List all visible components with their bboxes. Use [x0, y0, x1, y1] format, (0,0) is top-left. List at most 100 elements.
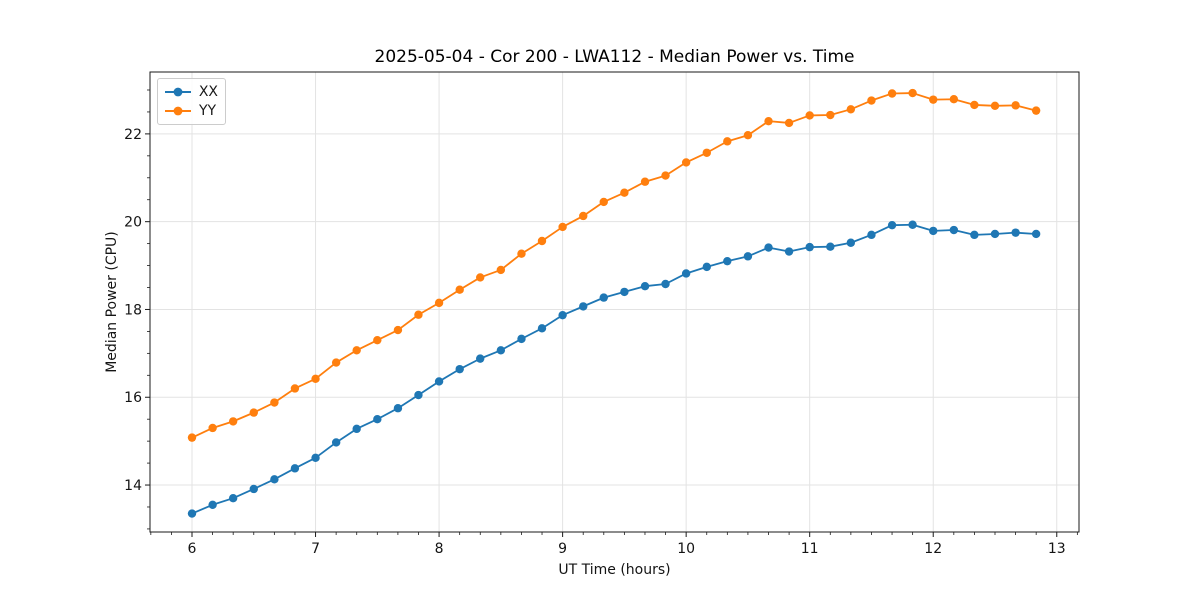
- data-point-yy: [929, 95, 938, 104]
- data-point-yy: [949, 95, 959, 104]
- data-point-yy: [434, 298, 444, 308]
- data-point-yy: [579, 211, 588, 221]
- x-tick-label: 10: [677, 541, 695, 557]
- data-point-yy: [826, 110, 835, 120]
- data-point-xx: [908, 220, 917, 229]
- x-axis-label: UT Time (hours): [558, 562, 671, 578]
- data-point-xx: [496, 346, 506, 355]
- data-point-yy: [393, 325, 403, 335]
- data-point-xx: [476, 354, 485, 363]
- data-point-xx: [887, 220, 897, 230]
- data-point-xx: [434, 377, 444, 386]
- data-point-yy: [681, 158, 691, 167]
- series-yy-line: [191, 92, 1038, 439]
- data-point-xx: [681, 269, 691, 278]
- data-point-yy: [805, 111, 814, 120]
- data-point-yy: [599, 197, 608, 207]
- data-point-xx: [517, 334, 526, 344]
- data-point-xx: [640, 281, 650, 291]
- data-point-yy: [290, 384, 300, 393]
- data-point-yy: [784, 118, 794, 128]
- data-point-xx: [764, 243, 773, 252]
- y-tick-label: 16: [124, 390, 142, 406]
- data-point-yy: [228, 417, 238, 426]
- series-layer: [187, 88, 1041, 518]
- data-point-yy: [476, 273, 485, 282]
- data-point-yy: [661, 171, 670, 180]
- y-tick-label: 14: [124, 478, 142, 494]
- data-point-xx: [990, 229, 1000, 239]
- data-point-xx: [352, 424, 361, 434]
- data-point-xx: [661, 279, 670, 289]
- data-point-xx: [373, 414, 382, 424]
- data-point-xx: [805, 242, 814, 252]
- legend-label: XX: [198, 84, 218, 101]
- data-point-xx: [208, 500, 217, 509]
- data-point-xx: [455, 364, 464, 374]
- data-point-xx: [620, 287, 629, 297]
- data-point-yy: [723, 137, 732, 146]
- data-point-yy: [1031, 106, 1041, 115]
- x-tick-label: 6: [188, 541, 197, 557]
- legend-item-xx: XX: [165, 85, 218, 99]
- data-point-yy: [352, 346, 361, 355]
- data-point-yy: [990, 101, 1000, 110]
- data-point-xx: [826, 242, 835, 251]
- data-point-yy: [887, 89, 897, 98]
- data-point-xx: [723, 256, 732, 266]
- data-point-yy: [331, 358, 341, 367]
- data-point-xx: [331, 438, 341, 447]
- data-point-xx: [743, 252, 753, 261]
- legend-swatch-xx-icon: [165, 87, 191, 97]
- data-point-xx: [970, 230, 979, 240]
- y-tick-label: 22: [124, 127, 142, 143]
- data-point-xx: [311, 453, 320, 463]
- x-tick-label: 7: [311, 541, 320, 557]
- data-point-xx: [393, 404, 403, 413]
- data-point-yy: [702, 148, 711, 157]
- data-point-yy: [414, 310, 423, 319]
- x-tick-label: 12: [924, 541, 942, 557]
- y-tick-label: 18: [124, 302, 142, 318]
- data-point-xx: [599, 293, 608, 302]
- data-point-yy: [187, 433, 197, 442]
- data-point-xx: [558, 310, 567, 320]
- data-point-xx: [290, 464, 300, 473]
- data-point-xx: [414, 390, 423, 400]
- data-point-yy: [373, 335, 382, 345]
- data-point-xx: [702, 262, 711, 272]
- legend-label: YY: [199, 102, 217, 119]
- data-point-yy: [867, 96, 876, 105]
- data-point-xx: [228, 494, 238, 503]
- data-point-yy: [620, 188, 629, 197]
- data-point-yy: [208, 423, 217, 433]
- data-point-xx: [784, 247, 794, 256]
- grid-layer: [150, 72, 1079, 532]
- data-point-xx: [579, 302, 588, 311]
- series-xx-line: [191, 223, 1038, 515]
- data-point-xx: [846, 238, 856, 247]
- axes-frame: [149, 71, 1080, 533]
- data-point-yy: [496, 265, 506, 275]
- data-point-xx: [867, 230, 876, 240]
- x-tick-label: 11: [801, 541, 819, 557]
- legend-swatch-yy-icon: [165, 106, 191, 116]
- legend-item-yy: YY: [165, 104, 218, 118]
- x-tick-label: 8: [435, 541, 444, 557]
- data-point-yy: [311, 374, 320, 384]
- data-point-yy: [640, 177, 650, 186]
- data-point-yy: [558, 222, 567, 232]
- data-point-yy: [455, 285, 464, 294]
- data-point-yy: [537, 236, 547, 246]
- data-point-yy: [743, 131, 753, 140]
- data-point-yy: [270, 398, 279, 407]
- data-point-xx: [249, 484, 258, 494]
- data-point-yy: [1011, 101, 1020, 110]
- data-point-xx: [187, 509, 197, 518]
- y-tick-label: 20: [124, 215, 142, 231]
- x-tick-label: 13: [1048, 541, 1066, 557]
- data-point-yy: [764, 116, 773, 126]
- data-point-xx: [1011, 228, 1020, 237]
